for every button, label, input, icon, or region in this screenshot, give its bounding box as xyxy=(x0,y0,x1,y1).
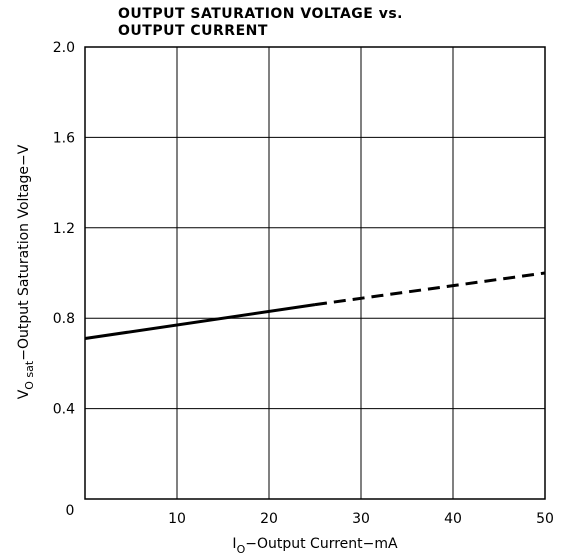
x-tick-label: 30 xyxy=(352,511,370,527)
y-tick-label: 2.0 xyxy=(53,40,75,56)
y-axis-label: VO sat−Output Saturation Voltage−V xyxy=(16,144,36,399)
x-label-main: I xyxy=(232,536,236,552)
chart-title: OUTPUT SATURATION VOLTAGE vs. xyxy=(118,6,403,22)
x-axis-label: IO−Output Current−mA xyxy=(232,536,398,556)
x-tick-label: 0 xyxy=(66,503,75,519)
x-tick-label: 10 xyxy=(168,511,186,527)
y-label-rest: −Output Saturation Voltage−V xyxy=(16,144,32,360)
y-tick-label: 0.8 xyxy=(53,311,75,327)
x-tick-label: 40 xyxy=(444,511,462,527)
y-label-main: V xyxy=(16,389,32,399)
data-line xyxy=(84,303,316,341)
x-label-rest: −Output Current−mA xyxy=(245,536,398,552)
plot-frame xyxy=(84,46,546,500)
x-tick-label: 50 xyxy=(536,511,554,527)
chart-title: OUTPUT CURRENT xyxy=(118,23,268,39)
y-tick-label: 1.2 xyxy=(53,221,75,237)
x-tick-label: 20 xyxy=(260,511,278,527)
y-tick-label: 1.6 xyxy=(53,130,75,146)
data-line xyxy=(314,271,546,307)
y-label-sub: O sat xyxy=(23,360,36,390)
x-label-sub: O xyxy=(237,543,246,556)
y-tick-label: 0.4 xyxy=(53,402,75,418)
